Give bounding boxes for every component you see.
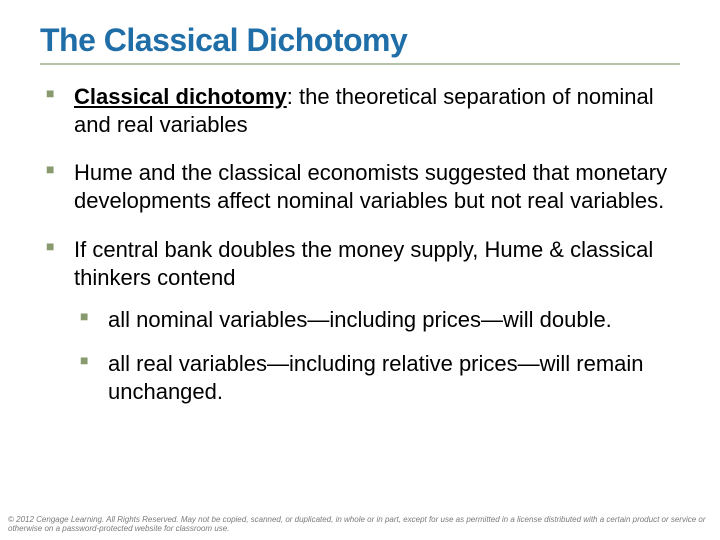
title-underline bbox=[40, 63, 680, 65]
bullet-text: If central bank doubles the money supply… bbox=[74, 237, 653, 290]
bullet-text: Hume and the classical economists sugges… bbox=[74, 160, 667, 213]
copyright-footer: © 2012 Cengage Learning. All Rights Rese… bbox=[8, 515, 712, 534]
sub-bullet-list: all nominal variables—including prices—w… bbox=[74, 306, 680, 406]
bullet-list: Classical dichotomy: the theoretical sep… bbox=[40, 83, 680, 406]
term: Classical dichotomy bbox=[74, 84, 287, 109]
sub-bullet-text: all real variables—including relative pr… bbox=[108, 351, 644, 404]
slide: The Classical Dichotomy Classical dichot… bbox=[0, 0, 720, 540]
slide-title: The Classical Dichotomy bbox=[40, 22, 680, 59]
sub-bullet-item: all nominal variables—including prices—w… bbox=[74, 306, 680, 334]
sub-bullet-text: all nominal variables—including prices—w… bbox=[108, 307, 612, 332]
bullet-item: If central bank doubles the money supply… bbox=[40, 236, 680, 407]
sub-bullet-item: all real variables—including relative pr… bbox=[74, 350, 680, 406]
bullet-item: Classical dichotomy: the theoretical sep… bbox=[40, 83, 680, 139]
bullet-item: Hume and the classical economists sugges… bbox=[40, 159, 680, 215]
